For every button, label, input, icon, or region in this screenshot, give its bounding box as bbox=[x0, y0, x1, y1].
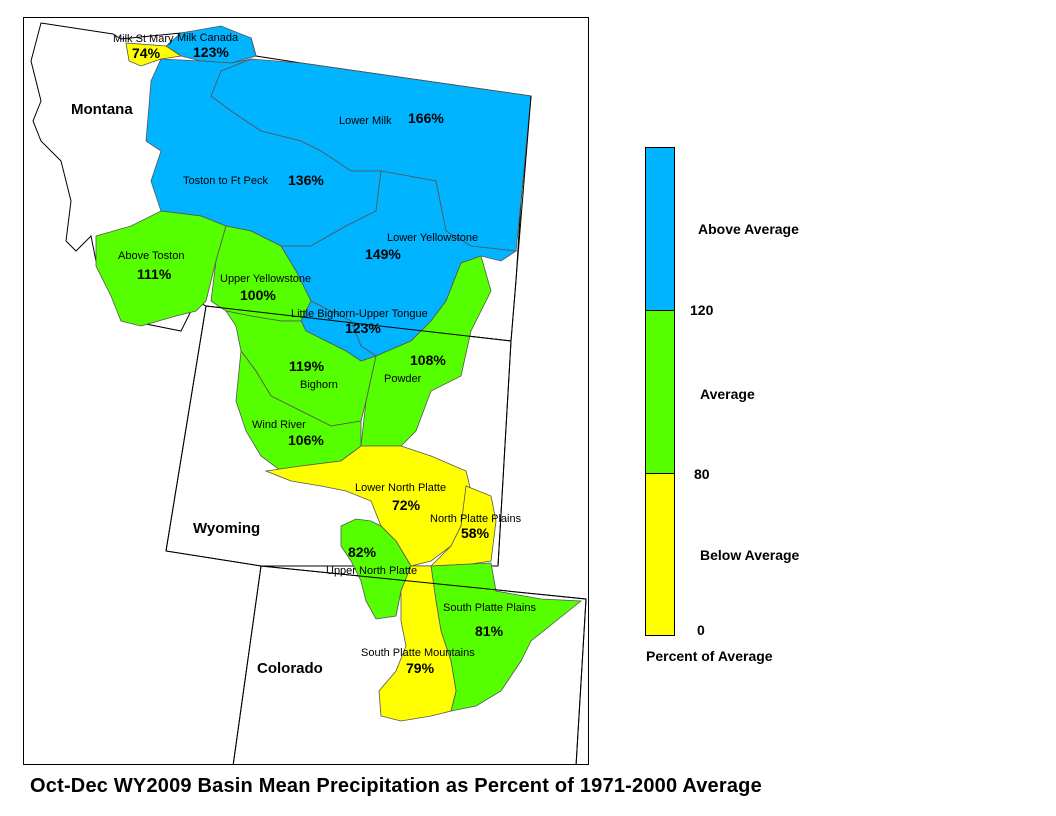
basin-name-label: Milk Canada bbox=[177, 32, 239, 44]
basin-percent-label: 82% bbox=[348, 544, 377, 560]
basin-percent-label: 79% bbox=[406, 660, 435, 676]
basin-percent-label: 58% bbox=[461, 525, 490, 541]
legend-label-average: Average bbox=[700, 386, 755, 402]
basin-percent-label: 136% bbox=[288, 172, 324, 188]
basin-percent-label: 108% bbox=[410, 352, 446, 368]
basin-name-label: Wind River bbox=[252, 419, 306, 431]
map-frame: Montana Wyoming Colorado Milk St Mary 74… bbox=[23, 17, 589, 765]
state-label-montana: Montana bbox=[71, 101, 133, 118]
wyoming-west-border bbox=[165, 305, 262, 567]
legend-label-below: Below Average bbox=[700, 547, 800, 563]
legend-swatch-above bbox=[645, 147, 675, 311]
basin-upper-north-platte bbox=[340, 518, 412, 620]
legend-label-above: Above Average bbox=[698, 221, 799, 237]
basin-name-label: Powder bbox=[384, 373, 422, 385]
basin-percent-label: 81% bbox=[475, 623, 504, 639]
basin-name-label: Upper Yellowstone bbox=[220, 273, 311, 285]
state-label-wyoming: Wyoming bbox=[193, 520, 260, 537]
basin-percent-label: 123% bbox=[345, 320, 381, 336]
basin-percent-label: 149% bbox=[365, 246, 401, 262]
legend-bar bbox=[645, 147, 675, 636]
basin-labels: Milk St Mary 74% Milk Canada 123% Lower … bbox=[113, 32, 536, 676]
legend-swatch-average bbox=[645, 310, 675, 474]
basin-name-label: Lower Yellowstone bbox=[387, 232, 478, 244]
basin-name-label: Little Bighorn-Upper Tongue bbox=[291, 308, 428, 320]
basin-name-label: South Platte Plains bbox=[443, 602, 536, 614]
basin-name-label: Bighorn bbox=[300, 379, 338, 391]
state-label-colorado: Colorado bbox=[257, 660, 323, 677]
basin-name-label: Lower North Platte bbox=[355, 482, 446, 494]
basin-name-label: Toston to Ft Peck bbox=[183, 175, 268, 187]
basin-map: Montana Wyoming Colorado Milk St Mary 74… bbox=[30, 22, 587, 764]
basin-name-label: South Platte Mountains bbox=[361, 647, 475, 659]
basin-percent-label: 74% bbox=[132, 45, 161, 61]
basin-percent-label: 119% bbox=[289, 358, 325, 374]
basin-south-platte-mountains bbox=[378, 565, 457, 722]
wyoming-east-border bbox=[497, 340, 512, 567]
basin-name-label: Milk St Mary bbox=[113, 33, 174, 45]
basin-percent-label: 123% bbox=[193, 44, 229, 60]
legend-break-0: 0 bbox=[697, 622, 705, 638]
basin-name-label: North Platte Plains bbox=[430, 513, 522, 525]
state-labels: Montana Wyoming Colorado bbox=[71, 101, 323, 677]
legend-swatch-below bbox=[645, 473, 675, 636]
basin-percent-label: 72% bbox=[392, 497, 421, 513]
montana-east-border bbox=[510, 95, 532, 342]
map-title: Oct-Dec WY2009 Basin Mean Precipitation … bbox=[30, 775, 762, 797]
basin-name-label: Upper North Platte bbox=[326, 565, 417, 577]
legend-caption: Percent of Average bbox=[646, 648, 773, 664]
state-lines bbox=[165, 95, 587, 764]
legend-break-120: 120 bbox=[690, 302, 714, 318]
colorado-east-border bbox=[575, 598, 587, 764]
basins bbox=[95, 25, 583, 722]
basin-name-label: Lower Milk bbox=[339, 115, 392, 127]
colorado-west-border bbox=[232, 565, 262, 764]
legend-break-80: 80 bbox=[694, 466, 710, 482]
basin-percent-label: 166% bbox=[408, 110, 444, 126]
basin-above-toston bbox=[95, 210, 227, 327]
basin-percent-label: 106% bbox=[288, 432, 324, 448]
basin-name-label: Above Toston bbox=[118, 250, 184, 262]
basin-percent-label: 100% bbox=[240, 287, 276, 303]
montana-wyoming-border bbox=[205, 305, 512, 342]
basin-milk-canada bbox=[165, 25, 257, 64]
basin-percent-label: 111% bbox=[137, 266, 172, 282]
wyoming-colorado-border bbox=[260, 565, 587, 600]
